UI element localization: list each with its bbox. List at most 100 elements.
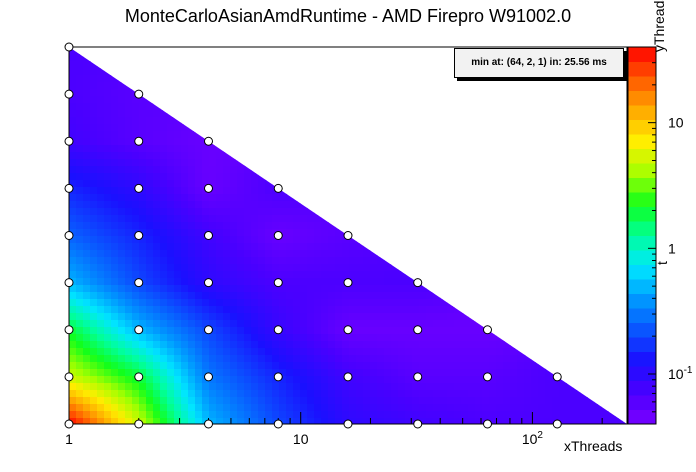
heatmap-cell xyxy=(279,404,287,412)
heatmap-cell xyxy=(251,257,259,265)
heatmap-cell xyxy=(209,271,217,279)
heatmap-cell xyxy=(286,362,294,370)
heatmap-cell xyxy=(363,341,371,349)
heatmap-cell xyxy=(125,285,133,293)
heatmap-cell xyxy=(76,222,84,230)
heatmap-cell xyxy=(97,103,105,111)
heatmap-cell xyxy=(195,257,203,265)
heatmap-cell xyxy=(258,397,266,405)
heatmap-cell xyxy=(167,187,175,195)
heatmap-cell xyxy=(454,320,462,328)
heatmap-cell xyxy=(223,306,231,314)
heatmap-cell xyxy=(265,215,273,223)
heatmap-cell xyxy=(90,348,98,356)
heatmap-cell xyxy=(76,306,84,314)
heatmap-cell xyxy=(97,376,105,384)
color-scale-band xyxy=(628,409,656,425)
heatmap-cell xyxy=(69,96,77,104)
heatmap-cell xyxy=(153,166,161,174)
heatmap-cell xyxy=(111,355,119,363)
heatmap-cell xyxy=(265,320,273,328)
heatmap-cell xyxy=(139,299,147,307)
heatmap-cell xyxy=(153,145,161,153)
heatmap-cell xyxy=(237,180,245,188)
heatmap-cell xyxy=(440,306,448,314)
heatmap-cell xyxy=(517,369,525,377)
heatmap-cell xyxy=(209,180,217,188)
heatmap-cell xyxy=(503,369,511,377)
heatmap-cell xyxy=(517,404,525,412)
heatmap-cell xyxy=(440,362,448,370)
heatmap-cell xyxy=(125,355,133,363)
x-axis-label: xThreads xyxy=(564,438,623,454)
heatmap-cell xyxy=(209,152,217,160)
heatmap-cell xyxy=(111,96,119,104)
heatmap-cell xyxy=(349,418,357,424)
heatmap-cell xyxy=(132,257,140,265)
heatmap-cell xyxy=(104,180,112,188)
data-point xyxy=(64,372,74,382)
heatmap-cell xyxy=(181,299,189,307)
heatmap-cell xyxy=(230,306,238,314)
color-scale-band xyxy=(628,61,656,77)
heatmap-cell xyxy=(377,264,385,272)
heatmap-cell xyxy=(335,236,343,244)
heatmap-cell xyxy=(202,411,210,419)
heatmap-cell xyxy=(349,411,357,419)
heatmap-cell xyxy=(342,264,350,272)
heatmap-cell xyxy=(265,271,273,279)
heatmap-cell xyxy=(174,327,182,335)
heatmap-cell xyxy=(314,208,322,216)
heatmap-cell xyxy=(272,348,280,356)
heatmap-cell xyxy=(202,285,210,293)
heatmap-cell xyxy=(104,89,112,97)
heatmap-cell xyxy=(195,201,203,209)
heatmap-cell xyxy=(132,285,140,293)
heatmap-cell xyxy=(377,271,385,279)
heatmap-cell xyxy=(146,306,154,314)
heatmap-cell xyxy=(90,82,98,90)
heatmap-cell xyxy=(300,418,308,424)
heatmap-cell xyxy=(524,362,532,370)
heatmap-cell xyxy=(97,334,105,342)
heatmap-cell xyxy=(307,222,315,230)
heatmap-cell xyxy=(174,250,182,258)
heatmap-cell xyxy=(251,243,259,251)
heatmap-cell xyxy=(244,278,252,286)
heatmap-cell xyxy=(181,390,189,398)
heatmap-cell xyxy=(181,236,189,244)
heatmap-cell xyxy=(251,180,259,188)
heatmap-cell xyxy=(188,187,196,195)
heatmap-cell xyxy=(216,390,224,398)
heatmap-cell xyxy=(146,327,154,335)
heatmap-cell xyxy=(223,264,231,272)
heatmap-cell xyxy=(174,313,182,321)
heatmap-cell xyxy=(181,145,189,153)
heatmap-cell xyxy=(118,334,126,342)
heatmap-cell xyxy=(216,397,224,405)
heatmap-cell xyxy=(300,320,308,328)
heatmap-cell xyxy=(363,404,371,412)
heatmap-cell xyxy=(69,271,77,279)
heatmap-cell xyxy=(286,292,294,300)
color-scale-band xyxy=(628,76,656,91)
heatmap-cell xyxy=(461,334,469,342)
heatmap-cell xyxy=(111,173,119,181)
heatmap-cell xyxy=(370,418,378,424)
heatmap-cell xyxy=(202,145,210,153)
heatmap-cell xyxy=(104,208,112,216)
heatmap-cell xyxy=(468,397,476,405)
heatmap-cell xyxy=(195,131,203,139)
heatmap-cell xyxy=(419,418,427,424)
heatmap-cell xyxy=(97,292,105,300)
heatmap-cell xyxy=(160,145,168,153)
heatmap-cell xyxy=(279,355,287,363)
heatmap-cell xyxy=(90,376,98,384)
heatmap-cell xyxy=(265,383,273,391)
heatmap-cell xyxy=(139,110,147,118)
heatmap-cell xyxy=(118,313,126,321)
heatmap-cell xyxy=(83,397,91,405)
heatmap-cell xyxy=(167,124,175,132)
heatmap-cell xyxy=(244,250,252,258)
heatmap-cell xyxy=(111,320,119,328)
